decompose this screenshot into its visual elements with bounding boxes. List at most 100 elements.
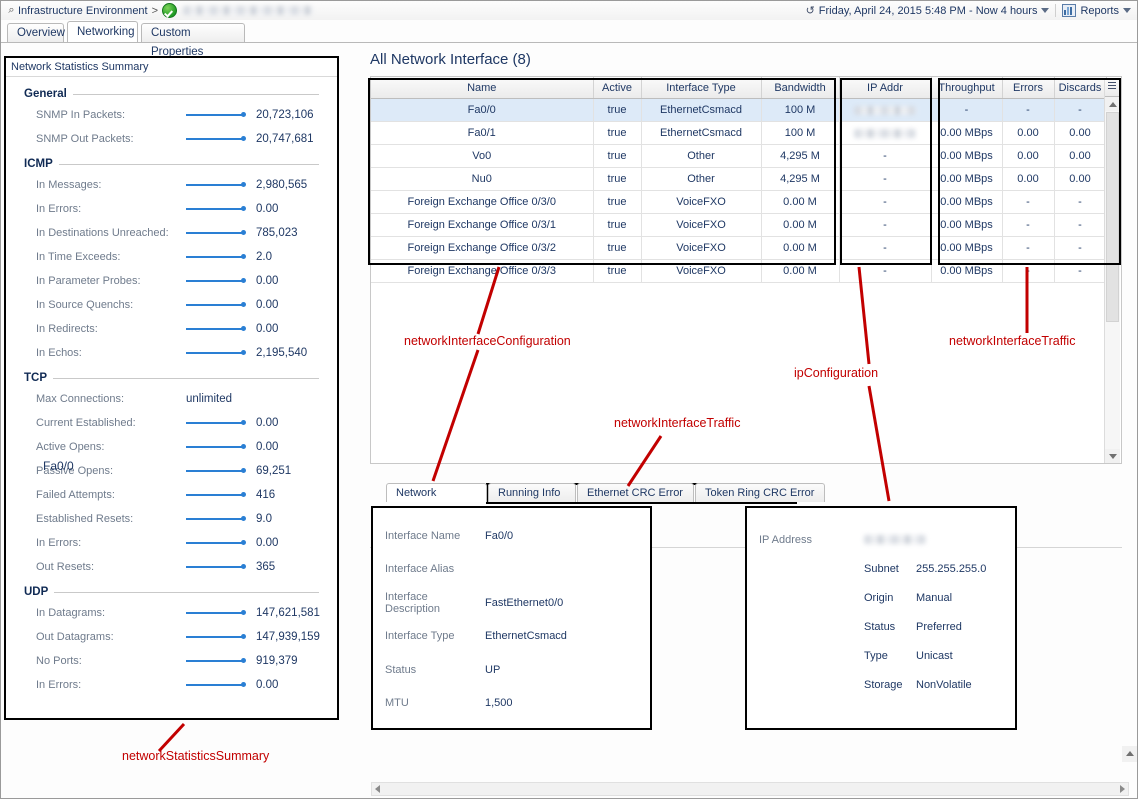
cell-ip bbox=[839, 98, 932, 122]
scroll-down-button[interactable] bbox=[1105, 449, 1120, 463]
cell-bandwidth: 0.00 M bbox=[761, 259, 840, 283]
summary-row: Interface Alias bbox=[373, 553, 650, 587]
ip-address-value-redacted bbox=[864, 535, 926, 544]
sparkline bbox=[186, 538, 248, 548]
horizontal-scrollbar[interactable] bbox=[371, 782, 1129, 796]
cell-throughput: 0.00 MBps bbox=[931, 259, 1003, 283]
page-title: All Network Interface (8) bbox=[370, 51, 531, 68]
tab-network-summary[interactable]: Network Summary bbox=[386, 483, 487, 518]
ip-detail-value: Preferred bbox=[916, 620, 962, 633]
cell-active: true bbox=[593, 144, 642, 168]
stat-value: unlimited bbox=[186, 393, 233, 405]
sparkline bbox=[186, 204, 248, 214]
cell-type: Other bbox=[641, 144, 762, 168]
cell-discards: - bbox=[1054, 98, 1107, 122]
cell-ip bbox=[839, 121, 932, 145]
cell-name: Foreign Exchange Office 0/3/2 bbox=[371, 236, 594, 260]
column-header-name[interactable]: Name bbox=[371, 77, 594, 99]
interface-table: Name Active Interface Type Bandwidth IP Addr… bbox=[371, 77, 1107, 283]
reports-label: Reports bbox=[1080, 4, 1119, 17]
stat-label: Failed Attempts: bbox=[36, 489, 115, 501]
stat-value: 20,747,681 bbox=[256, 133, 314, 145]
scroll-thumb[interactable] bbox=[1106, 112, 1119, 322]
stat-value: 9.0 bbox=[256, 513, 272, 525]
section-title: TCP bbox=[24, 372, 47, 384]
tab-ethernet-crc-error[interactable]: Ethernet CRC Error bbox=[577, 483, 694, 502]
annotation-network-statistics-summary: networkStatisticsSummary bbox=[122, 749, 270, 763]
network-interface-grid: Name Active Interface Type Bandwidth IP Addr… bbox=[370, 76, 1122, 464]
column-header-throughput[interactable]: Throughput bbox=[931, 77, 1003, 99]
cell-bandwidth: 100 M bbox=[761, 98, 840, 122]
stat-label: No Ports: bbox=[36, 655, 82, 667]
cell-errors: - bbox=[1002, 259, 1055, 283]
column-header-discards[interactable]: Discards bbox=[1054, 77, 1107, 99]
table-vertical-scrollbar[interactable] bbox=[1104, 78, 1120, 463]
summary-value: Fa0/0 bbox=[485, 529, 514, 542]
sparkline bbox=[186, 134, 248, 144]
tab-custom-properties[interactable]: Custom Properties bbox=[141, 23, 245, 58]
cell-errors: 0.00 bbox=[1002, 121, 1055, 145]
scroll-right-button[interactable] bbox=[1120, 785, 1125, 793]
ip-detail-row: Type Unicast bbox=[747, 641, 1015, 670]
annotation-ip-configuration: ipConfiguration bbox=[794, 366, 879, 380]
ip-detail-label: Origin bbox=[864, 591, 894, 604]
cell-errors: - bbox=[1002, 213, 1055, 237]
column-header-ip-addr[interactable]: IP Addr bbox=[839, 77, 932, 99]
chevron-down-icon[interactable] bbox=[1123, 8, 1131, 13]
tab-networking[interactable]: Networking bbox=[67, 21, 138, 42]
tab-overview[interactable]: Overview bbox=[7, 23, 65, 42]
stat-row: In Datagrams: 147,621,581 bbox=[12, 601, 331, 625]
table-row[interactable]: Vo0 true Other 4,295 M -0.00 MBps 0.00 0.00 bbox=[371, 144, 1107, 168]
table-row[interactable]: Foreign Exchange Office 0/3/0 true VoiceFX… bbox=[371, 190, 1107, 214]
stat-row: SNMP In Packets: 20,723,106 bbox=[12, 103, 331, 127]
home-icon[interactable]: ⌕ bbox=[8, 4, 15, 16]
table-row[interactable]: Fa0/1 true EthernetCsmacd 100 M 0.00 MBps 0.0… bbox=[371, 121, 1107, 145]
ip-detail-row: Storage NonVolatile bbox=[747, 670, 1015, 699]
column-header-errors[interactable]: Errors bbox=[1002, 77, 1055, 99]
breadcrumb-root[interactable]: Infrastructure Environment bbox=[18, 4, 148, 17]
scroll-up-button[interactable] bbox=[1105, 97, 1120, 111]
stat-label: SNMP Out Packets: bbox=[36, 133, 134, 145]
column-chooser-icon[interactable] bbox=[1105, 78, 1120, 97]
tab-running-info[interactable]: Running Info bbox=[488, 483, 576, 502]
cell-ip: - bbox=[839, 190, 932, 214]
lower-scroll-up-button[interactable] bbox=[1122, 746, 1137, 762]
column-header-interface-type[interactable]: Interface Type bbox=[641, 77, 762, 99]
table-row[interactable]: Foreign Exchange Office 0/3/3 true VoiceFX… bbox=[371, 259, 1107, 283]
stat-row: In Parameter Probes: 0.00 bbox=[12, 269, 331, 293]
table-row[interactable]: Foreign Exchange Office 0/3/1 true VoiceFX… bbox=[371, 213, 1107, 237]
sparkline bbox=[186, 442, 248, 452]
divider bbox=[58, 163, 319, 165]
cell-bandwidth: 0.00 M bbox=[761, 213, 840, 237]
section-title: UDP bbox=[24, 586, 49, 598]
chevron-down-icon[interactable] bbox=[1041, 8, 1050, 13]
cell-type: VoiceFXO bbox=[641, 236, 762, 260]
table-row[interactable]: Fa0/0 true EthernetCsmacd 100 M--- bbox=[371, 98, 1107, 122]
section-title: General bbox=[24, 88, 67, 100]
reports-icon bbox=[1062, 4, 1077, 17]
time-range-selector[interactable]: ↺ Friday, April 24, 2015 5:48 PM - Now 4… bbox=[806, 4, 1050, 17]
cell-errors: - bbox=[1002, 98, 1055, 122]
cell-throughput: - bbox=[931, 98, 1003, 122]
stat-label: Out Datagrams: bbox=[36, 631, 114, 643]
ip-detail-value: Manual bbox=[916, 591, 953, 604]
column-header-active[interactable]: Active bbox=[593, 77, 642, 99]
stat-label: In Datagrams: bbox=[36, 607, 106, 619]
section-header-udp: UDP bbox=[24, 586, 331, 598]
column-header-bandwidth[interactable]: Bandwidth bbox=[761, 77, 840, 99]
stat-row: Passive Opens: 69,251 bbox=[12, 459, 331, 483]
scroll-left-button[interactable] bbox=[375, 785, 380, 793]
breadcrumb-device-name-redacted[interactable] bbox=[183, 6, 314, 15]
table-row[interactable]: Foreign Exchange Office 0/3/2 true VoiceFX… bbox=[371, 236, 1107, 260]
cell-ip: - bbox=[839, 213, 932, 237]
time-range-label: Friday, April 24, 2015 5:48 PM - Now 4 h… bbox=[818, 4, 1038, 17]
reports-menu[interactable]: Reports bbox=[1062, 4, 1131, 17]
table-header-row: Name Active Interface Type Bandwidth IP Addr… bbox=[371, 77, 1107, 99]
divider bbox=[1055, 4, 1057, 17]
table-row[interactable]: Nu0 true Other 4,295 M -0.00 MBps 0.00 0.00 bbox=[371, 167, 1107, 191]
tab-token-ring-crc-error[interactable]: Token Ring CRC Error bbox=[695, 483, 825, 502]
stat-value: 20,723,106 bbox=[256, 109, 314, 121]
stat-label: In Messages: bbox=[36, 179, 102, 191]
sparkline bbox=[186, 300, 248, 310]
stat-value: 785,023 bbox=[256, 227, 298, 239]
